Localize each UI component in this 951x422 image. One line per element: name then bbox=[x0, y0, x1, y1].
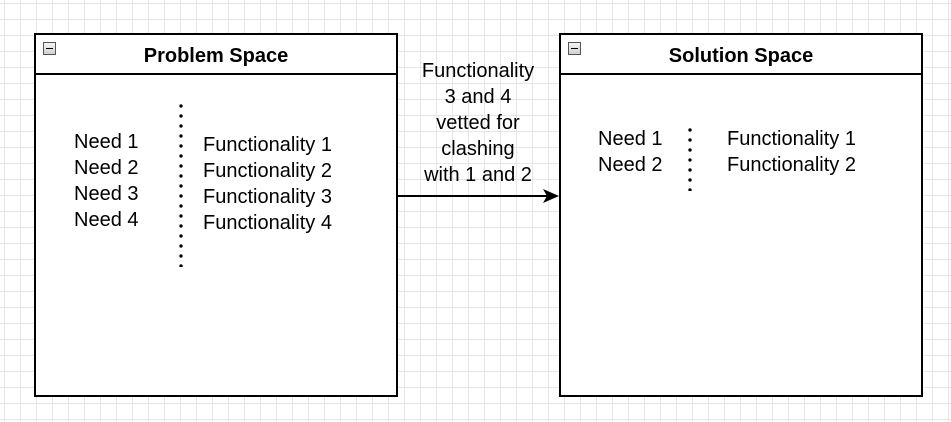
functionality-item: Functionality 3 bbox=[203, 186, 332, 208]
solution-space-header[interactable]: Solution Space bbox=[561, 35, 921, 75]
solution-space-title: Solution Space bbox=[668, 45, 814, 67]
need-item: Need 2 bbox=[74, 157, 139, 179]
collapse-icon[interactable] bbox=[43, 42, 56, 55]
need-item: Need 2 bbox=[598, 154, 663, 176]
dotted-separator bbox=[688, 125, 692, 191]
solution-needs-list: Need 1 Need 2 bbox=[598, 126, 663, 178]
functionality-item: Functionality 1 bbox=[727, 128, 856, 150]
solution-functionality-list: Functionality 1 Functionality 2 bbox=[727, 126, 856, 178]
functionality-item: Functionality 4 bbox=[203, 212, 332, 234]
functionality-item: Functionality 2 bbox=[203, 160, 332, 182]
need-item: Need 3 bbox=[74, 183, 139, 205]
functionality-item: Functionality 1 bbox=[203, 134, 332, 156]
problem-space-title: Problem Space bbox=[143, 45, 289, 67]
need-item: Need 4 bbox=[74, 209, 139, 231]
functionality-item: Functionality 2 bbox=[727, 154, 856, 176]
problem-space-container[interactable]: Problem Space Need 1 Need 2 Need 3 Need … bbox=[34, 33, 398, 397]
need-item: Need 1 bbox=[74, 131, 139, 153]
need-item: Need 1 bbox=[598, 128, 663, 150]
problem-needs-list: Need 1 Need 2 Need 3 Need 4 bbox=[74, 129, 139, 233]
collapse-icon[interactable] bbox=[568, 42, 581, 55]
solution-space-container[interactable]: Solution Space Need 1 Need 2 Functionali… bbox=[559, 33, 923, 397]
arrowhead-icon bbox=[543, 189, 559, 203]
problem-space-header[interactable]: Problem Space bbox=[36, 35, 396, 75]
connector-label: Functionality 3 and 4 vetted for clashin… bbox=[421, 60, 535, 186]
dotted-separator bbox=[179, 101, 183, 267]
problem-functionality-list: Functionality 1 Functionality 2 Function… bbox=[203, 132, 332, 236]
